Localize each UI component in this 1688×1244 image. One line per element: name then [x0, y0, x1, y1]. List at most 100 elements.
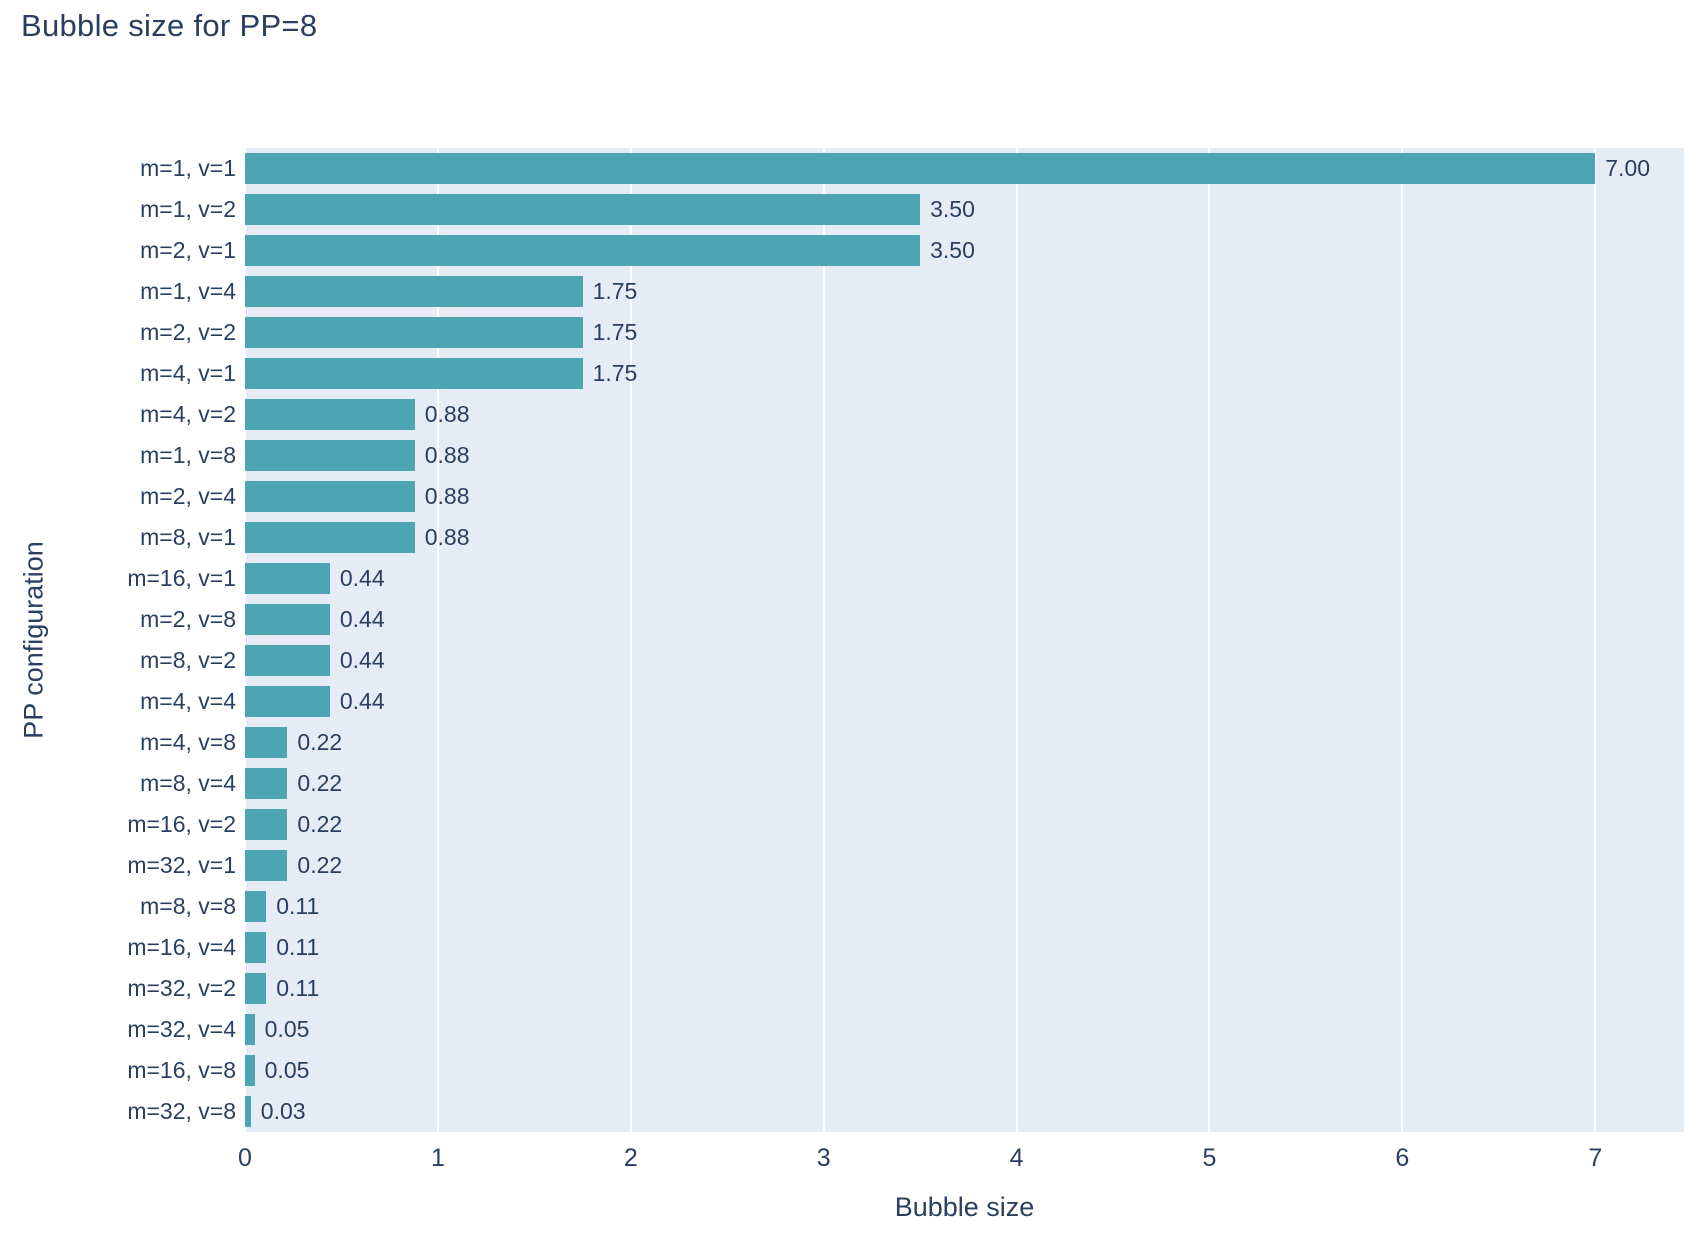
bar	[245, 440, 415, 471]
bar-row: 1.75	[245, 312, 1684, 353]
bar	[245, 358, 583, 389]
bar-row: 0.11	[245, 886, 1684, 927]
bar-value-label: 0.05	[264, 1016, 310, 1042]
y-tick-label: m=8, v=1	[140, 524, 236, 550]
x-tick-label: 2	[623, 1144, 638, 1172]
bar-row: 0.44	[245, 640, 1684, 681]
y-tick-label: m=32, v=1	[127, 852, 236, 878]
y-tick-label: m=8, v=8	[140, 893, 236, 919]
x-gridline	[629, 148, 632, 1132]
bar-row: 0.22	[245, 804, 1684, 845]
y-tick-label: m=1, v=4	[140, 278, 236, 304]
bar-value-label: 0.05	[264, 1057, 310, 1083]
bar-value-label: 0.11	[276, 934, 320, 960]
bar-value-label: 1.75	[592, 319, 638, 345]
y-tick-label: m=4, v=4	[140, 688, 236, 714]
bar	[245, 153, 1596, 184]
bar	[245, 276, 583, 307]
bar-value-label: 0.44	[339, 606, 385, 632]
bar-value-label: 0.22	[297, 811, 343, 837]
bar	[245, 850, 288, 881]
bar-row: 0.22	[245, 722, 1684, 763]
x-tick-label: 5	[1202, 1144, 1217, 1172]
y-tick-label: m=32, v=4	[127, 1016, 236, 1042]
x-gridline	[822, 148, 825, 1132]
bar-row: 0.22	[245, 845, 1684, 886]
bar	[245, 399, 415, 430]
bar	[245, 727, 288, 758]
bar	[245, 686, 330, 717]
bar	[245, 768, 288, 799]
bar-value-label: 0.44	[339, 688, 385, 714]
bar	[245, 522, 415, 553]
x-tick-label: 3	[816, 1144, 831, 1172]
bar-row: 0.88	[245, 435, 1684, 476]
bar	[245, 891, 267, 922]
bar	[245, 1096, 251, 1127]
bar	[245, 235, 921, 266]
x-gridline	[1208, 148, 1211, 1132]
bar-row: 1.75	[245, 271, 1684, 312]
y-tick-label: m=16, v=4	[127, 934, 236, 960]
bar-value-label: 7.00	[1605, 155, 1651, 181]
bar-row: 0.11	[245, 927, 1684, 968]
x-tick-label: 6	[1395, 1144, 1410, 1172]
bar-value-label: 0.88	[424, 401, 470, 427]
bar	[245, 973, 267, 1004]
y-tick-label: m=8, v=2	[140, 647, 236, 673]
x-tick-label: 4	[1009, 1144, 1024, 1172]
bar-row: 0.22	[245, 763, 1684, 804]
bar	[245, 563, 330, 594]
y-tick-label: m=32, v=8	[127, 1098, 236, 1124]
bar	[245, 1014, 255, 1045]
y-tick-label: m=2, v=4	[140, 483, 236, 509]
bars-layer: 7.00 3.50 3.50 1.75 1.75 1.75 0.88 0.88 0.88 0.88…	[245, 148, 1684, 1132]
bar-value-label: 1.75	[592, 278, 638, 304]
y-tick-labels: m=1, v=1 m=1, v=2 m=2, v=1 m=1, v=4 m=2, v=2…	[0, 148, 236, 1132]
x-tick-label: 0	[238, 1144, 252, 1172]
bar-row: 0.05	[245, 1050, 1684, 1091]
bar-row: 0.03	[245, 1091, 1684, 1132]
y-tick-label: m=2, v=1	[140, 237, 236, 263]
y-tick-label: m=1, v=1	[140, 155, 236, 181]
bar-row: 0.44	[245, 681, 1684, 722]
bar-value-label: 1.75	[592, 360, 638, 386]
bar	[245, 481, 415, 512]
bar-value-label: 0.11	[276, 975, 320, 1001]
x-axis-title: Bubble size	[894, 1192, 1035, 1222]
bar-row: 0.11	[245, 968, 1684, 1009]
bar-row: 1.75	[245, 353, 1684, 394]
bar-value-label: 0.88	[424, 483, 470, 509]
y-tick-label: m=2, v=2	[140, 319, 236, 345]
bar-row: 0.88	[245, 517, 1684, 558]
bar-value-label: 0.22	[297, 729, 343, 755]
bar	[245, 604, 330, 635]
bar-value-label: 0.11	[276, 893, 320, 919]
y-tick-label: m=1, v=2	[140, 196, 236, 222]
bar	[245, 194, 921, 225]
bar-row: 0.88	[245, 394, 1684, 435]
bar-value-label: 0.88	[424, 524, 470, 550]
y-tick-label: m=4, v=1	[140, 360, 236, 386]
y-tick-label: m=2, v=8	[140, 606, 236, 632]
bar-value-label: 0.44	[339, 647, 385, 673]
y-tick-label: m=4, v=8	[140, 729, 236, 755]
x-tick-label: 7	[1588, 1144, 1603, 1172]
bar-row: 0.05	[245, 1009, 1684, 1050]
bar	[245, 645, 330, 676]
bar-value-label: 0.22	[297, 852, 343, 878]
bar-value-label: 0.44	[339, 565, 385, 591]
bar-value-label: 3.50	[930, 237, 975, 263]
bar	[245, 317, 583, 348]
y-tick-label: m=16, v=8	[127, 1057, 236, 1083]
x-gridline	[1015, 148, 1018, 1132]
x-tick-label: 1	[430, 1144, 445, 1172]
bar-value-label: 0.88	[424, 442, 470, 468]
y-tick-label: m=32, v=2	[127, 975, 236, 1001]
chart-title: Bubble size for PP=8	[21, 8, 318, 43]
x-tick-labels: 0 1 2 3 4 5 6 7	[238, 1144, 1684, 1176]
y-tick-label: m=16, v=2	[127, 811, 236, 837]
y-tick-label: m=1, v=8	[140, 442, 236, 468]
bar-row: 3.50	[245, 230, 1684, 271]
